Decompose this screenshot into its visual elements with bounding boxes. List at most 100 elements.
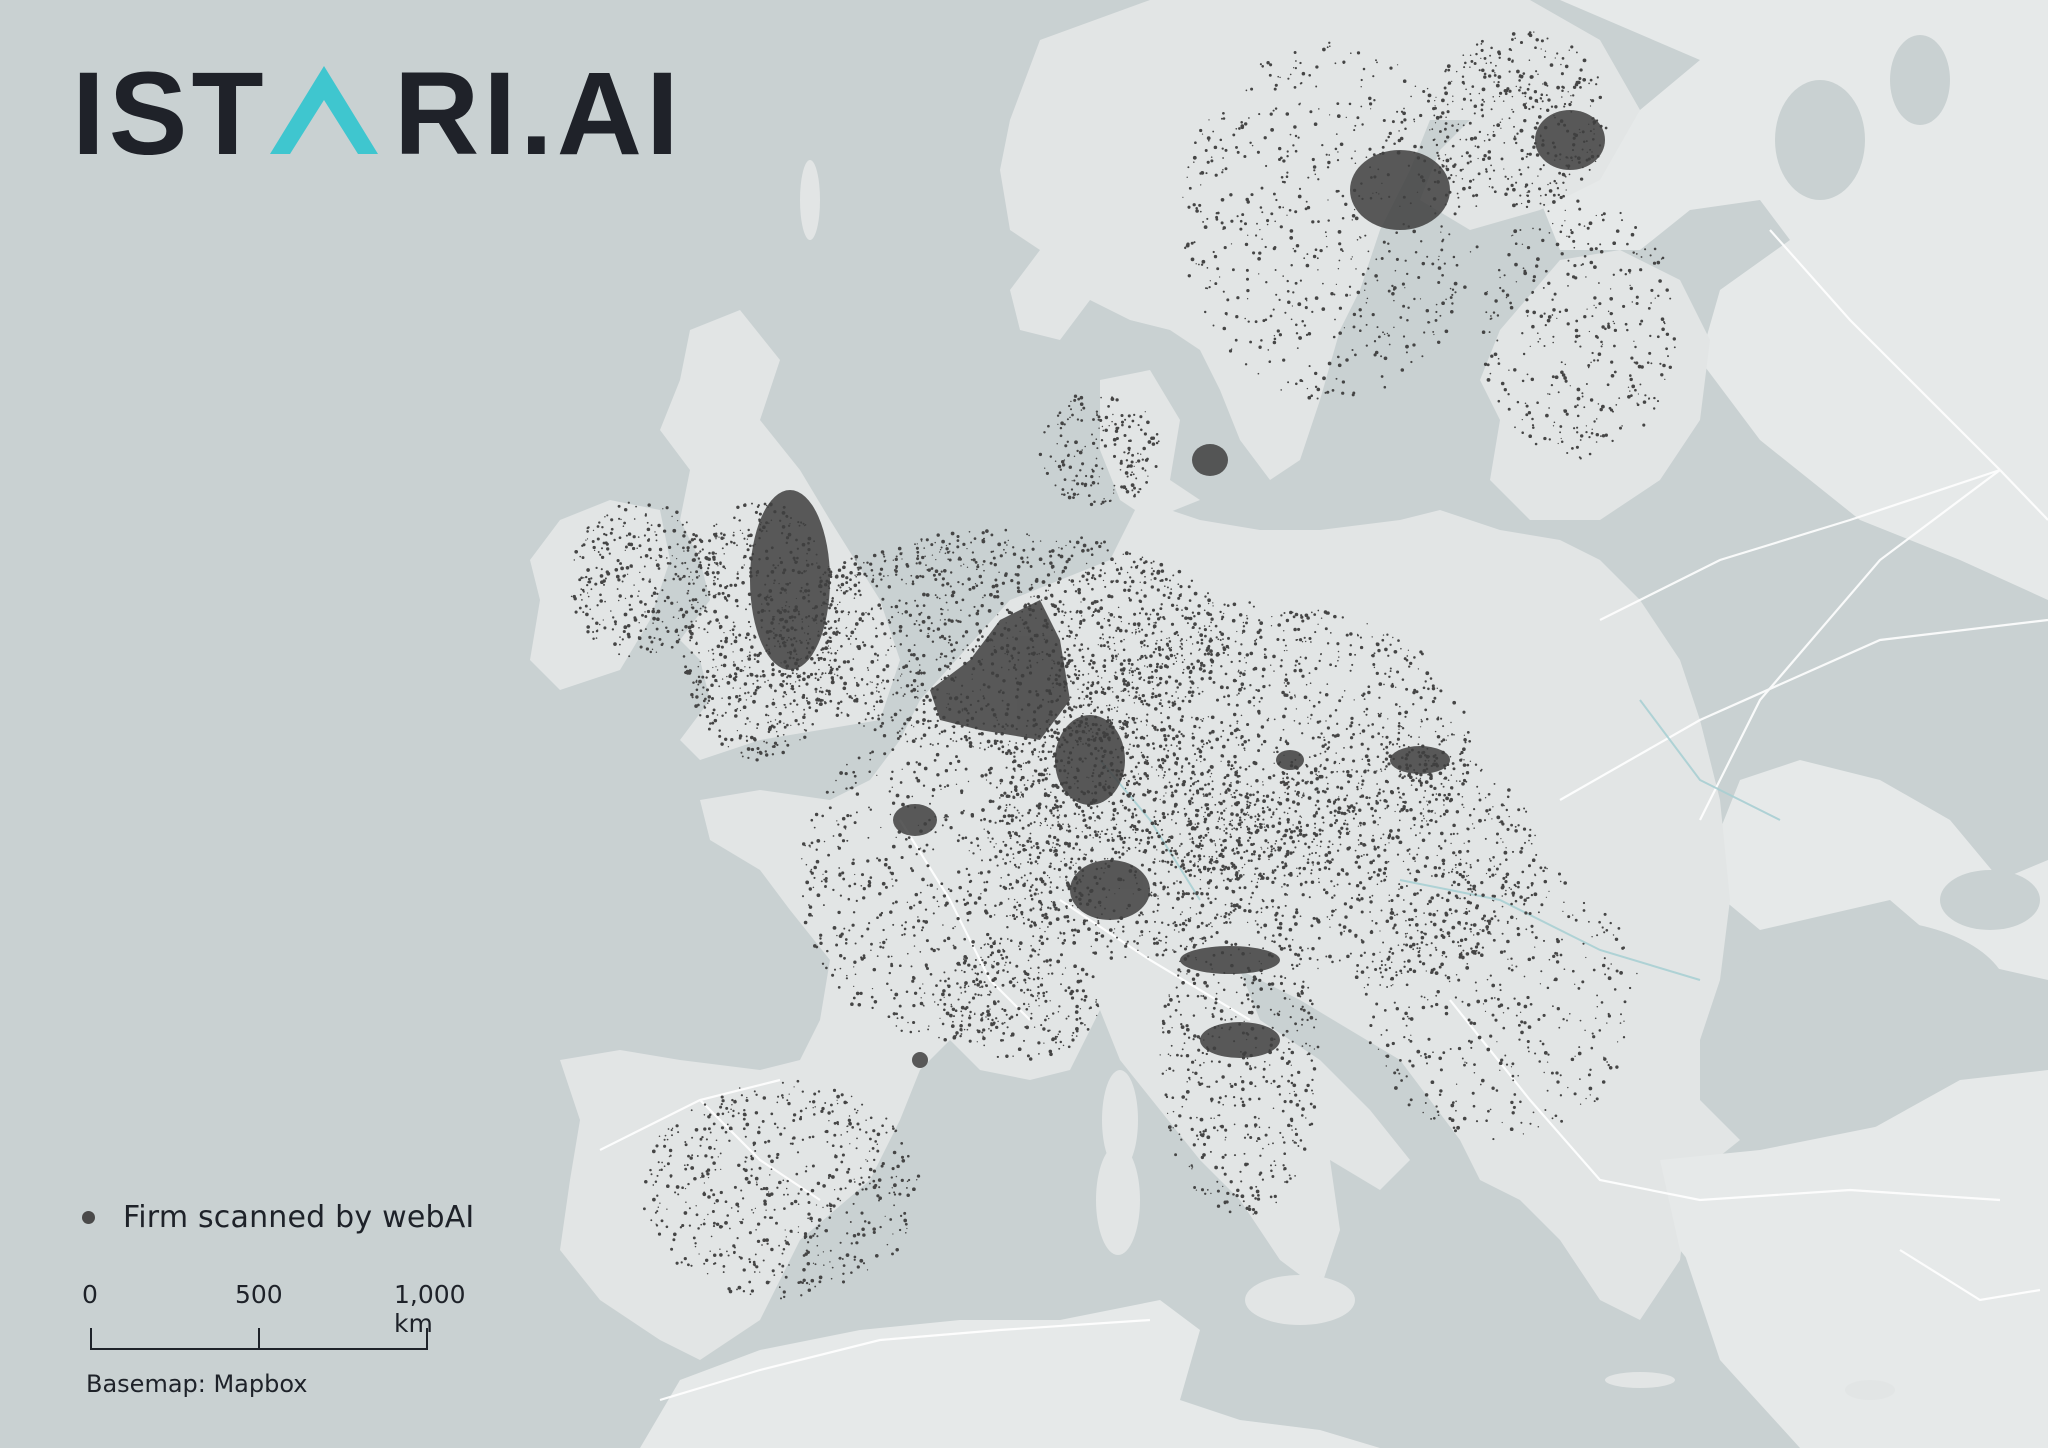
firm-dot <box>1457 882 1461 887</box>
firm-dot <box>1283 842 1286 845</box>
firm-dot <box>1195 789 1200 793</box>
firm-dot <box>1351 663 1354 666</box>
firm-dot <box>1189 819 1192 823</box>
firm-dot <box>1097 675 1099 678</box>
firm-dot <box>1214 897 1217 901</box>
firm-dot <box>835 667 839 671</box>
firm-dot <box>837 665 841 669</box>
firm-dot <box>1256 790 1260 794</box>
firm-dot <box>1289 696 1293 700</box>
firm-dot <box>1140 571 1144 575</box>
firm-dot <box>1006 544 1008 546</box>
firm-dot <box>868 922 871 925</box>
firm-dot <box>855 792 860 796</box>
firm-dot <box>1401 678 1405 681</box>
firm-dot <box>1149 613 1152 616</box>
firm-dot <box>1151 766 1153 768</box>
firm-dot <box>1449 755 1452 758</box>
firm-dot <box>857 644 861 648</box>
firm-dot <box>1211 780 1214 783</box>
firm-dot <box>993 595 997 599</box>
firm-dot <box>1243 687 1246 690</box>
firm-dot <box>1191 770 1195 775</box>
firm-dot <box>1286 681 1290 685</box>
firm-dot <box>1173 700 1176 703</box>
firm-dot <box>916 604 919 608</box>
firm-dot <box>1186 852 1190 857</box>
firm-dot <box>1053 571 1056 573</box>
firm-dot <box>1143 761 1148 765</box>
firm-dot <box>1057 821 1059 823</box>
firm-dot <box>1403 657 1407 661</box>
firm-dot <box>1383 879 1386 882</box>
firm-dot <box>1316 844 1318 847</box>
firm-dot <box>1081 548 1085 553</box>
firm-dot <box>1335 752 1337 754</box>
firm-dot <box>1065 915 1070 919</box>
firm-dot <box>1294 612 1299 617</box>
firm-dot <box>911 580 915 583</box>
firm-dot <box>1126 940 1129 943</box>
firm-dot <box>1193 874 1196 878</box>
firm-dot <box>1007 831 1012 835</box>
firm-dot <box>965 867 968 871</box>
firm-dot <box>975 568 978 571</box>
firm-dot <box>1118 572 1121 575</box>
firm-dot <box>1353 699 1355 701</box>
firm-dot <box>1209 858 1214 862</box>
firm-dot <box>910 574 913 577</box>
firm-dot <box>1217 638 1220 641</box>
firm-dot <box>1328 954 1332 959</box>
firm-dot <box>802 677 806 682</box>
firm-dot <box>1145 828 1149 833</box>
firm-dot <box>1191 716 1193 719</box>
firm-dot <box>1137 627 1140 630</box>
firm-dot <box>1078 674 1081 677</box>
firm-dot <box>1221 854 1225 859</box>
firm-dot <box>1068 635 1071 638</box>
firm-dot <box>1431 773 1433 775</box>
firm-dot <box>1238 874 1243 878</box>
firm-dot <box>993 914 996 916</box>
firm-dot <box>1056 785 1060 790</box>
firm-dot <box>934 577 938 582</box>
firm-dot <box>1117 653 1120 655</box>
firm-dot <box>1257 813 1260 816</box>
firm-dot <box>855 637 858 640</box>
firm-dot <box>942 894 944 897</box>
firm-dot <box>1187 917 1190 920</box>
firm-dot <box>1348 929 1352 933</box>
firm-dot <box>847 613 850 616</box>
firm-dot <box>1493 865 1495 867</box>
firm-dot <box>1429 818 1433 822</box>
firm-dot <box>966 919 970 922</box>
firm-dot <box>936 596 939 599</box>
firm-dot <box>947 888 950 891</box>
firm-dot <box>1151 670 1154 673</box>
firm-dot <box>1439 815 1442 818</box>
firm-dot <box>1198 749 1203 754</box>
firm-dot <box>899 552 903 556</box>
firm-dot <box>1016 841 1019 844</box>
firm-dot <box>1246 800 1249 803</box>
firm-dot <box>1139 935 1141 937</box>
firm-dot <box>1195 718 1197 720</box>
firm-dot <box>1501 895 1504 897</box>
firm-dot <box>1063 716 1065 718</box>
firm-dot <box>827 651 830 654</box>
firm-dot <box>970 814 975 818</box>
firm-dot <box>1455 854 1457 857</box>
firm-dot <box>942 608 944 611</box>
firm-dot <box>935 658 938 661</box>
firm-dot <box>880 622 884 626</box>
firm-dot <box>844 772 848 776</box>
firm-dot <box>1463 806 1465 809</box>
firm-dot <box>1379 971 1382 974</box>
firm-dot <box>1373 847 1377 851</box>
firm-dot <box>1405 943 1409 947</box>
firm-dot <box>1158 860 1161 862</box>
firm-dot <box>1413 878 1418 882</box>
firm-dot <box>1040 599 1043 601</box>
firm-dot <box>1265 905 1269 909</box>
